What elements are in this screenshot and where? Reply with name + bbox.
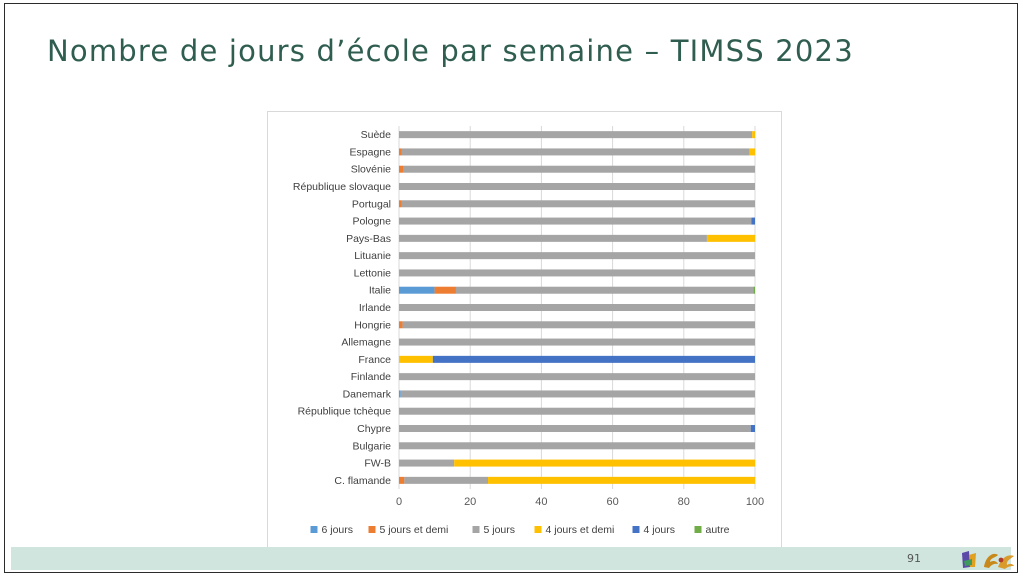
legend-swatch xyxy=(310,526,318,533)
bar-segment xyxy=(399,131,753,139)
category-label: France xyxy=(358,354,391,366)
bar-segment xyxy=(399,476,405,484)
bar-segment xyxy=(399,217,752,225)
bar-segment xyxy=(399,252,755,260)
bar-segment xyxy=(401,200,755,208)
bar-segment xyxy=(399,304,755,311)
category-label: République tchèque xyxy=(298,406,392,418)
bar-segment xyxy=(750,425,755,432)
category-label: Suède xyxy=(361,129,392,141)
stacked-bar-chart: 0 20 40 60 80 100 Suède Espagne Slovénie Républiq… xyxy=(293,126,764,536)
bar-segment xyxy=(751,217,755,225)
bar-segment xyxy=(455,286,754,294)
bar-segment xyxy=(399,355,433,363)
bar-segment xyxy=(399,269,755,277)
bar-segment xyxy=(399,442,755,450)
bar-segment xyxy=(488,476,755,484)
legend-swatch xyxy=(534,526,542,533)
legend-label: 5 jours xyxy=(484,524,516,536)
category-label: Portugal xyxy=(352,198,391,210)
bar-segment xyxy=(399,200,402,208)
category-label: Pays-Bas xyxy=(346,233,391,245)
legend-swatch xyxy=(694,526,702,533)
bar-segment xyxy=(401,148,750,156)
legend-label: 4 jours xyxy=(644,524,676,536)
footer-band xyxy=(11,547,1011,570)
bar-segment xyxy=(402,321,755,329)
slide-title: Nombre de jours d’école par semaine – TI… xyxy=(47,34,854,68)
bar-segment xyxy=(399,148,402,156)
bar-segment xyxy=(404,476,488,484)
bar-segment xyxy=(400,390,755,398)
x-tick-label: 100 xyxy=(746,496,764,508)
bar-segment xyxy=(403,165,755,173)
federation-logo-icon xyxy=(962,551,1014,569)
category-label: Pologne xyxy=(352,216,391,228)
category-label: C. flamande xyxy=(334,475,391,487)
bar-segment xyxy=(399,183,755,190)
bar-segment xyxy=(752,131,755,139)
bar-segment xyxy=(399,286,435,294)
legend-swatch xyxy=(632,526,640,533)
bar-segment xyxy=(399,373,755,381)
category-label: Italie xyxy=(369,285,391,297)
slide: Nombre de jours d’école par semaine – TI… xyxy=(4,3,1018,573)
x-tick-label: 40 xyxy=(535,496,547,508)
bar-segment xyxy=(706,234,755,242)
legend-label: 4 jours et demi xyxy=(546,524,615,536)
legend-label: 5 jours et demi xyxy=(380,524,449,536)
bar-segment xyxy=(454,459,755,467)
category-label: Espagne xyxy=(350,146,392,158)
bar-segment xyxy=(399,390,401,398)
bar-segment xyxy=(432,355,755,363)
legend-swatch xyxy=(472,526,480,533)
bar-segment xyxy=(434,286,456,294)
category-label: FW-B xyxy=(364,458,391,470)
legend-swatch xyxy=(368,526,376,533)
category-label: Danemark xyxy=(343,388,392,400)
x-tick-label: 80 xyxy=(678,496,690,508)
bar-segment xyxy=(753,286,755,294)
bar-segment xyxy=(399,407,755,415)
category-label: République slovaque xyxy=(293,181,391,193)
x-tick-label: 60 xyxy=(606,496,618,508)
category-label: Hongrie xyxy=(354,319,391,331)
legend-label: autre xyxy=(706,524,730,536)
page-number: 91 xyxy=(907,552,921,565)
category-label: Irlande xyxy=(359,302,391,314)
chart-container: 0 20 40 60 80 100 Suède Espagne Slovénie Républiq… xyxy=(267,111,782,551)
bar-segment xyxy=(399,165,404,173)
bar-segment xyxy=(399,338,755,346)
bar-segment xyxy=(399,459,455,467)
category-label: Allemagne xyxy=(341,337,391,349)
bar-segment xyxy=(749,148,755,156)
bar-segment xyxy=(399,234,707,242)
category-label: Slovénie xyxy=(351,164,391,176)
category-label: Lettonie xyxy=(354,267,392,279)
bar-segment xyxy=(399,321,403,329)
category-label: Bulgarie xyxy=(352,440,391,452)
category-label: Chypre xyxy=(357,423,391,435)
x-tick-label: 0 xyxy=(396,496,402,508)
bar-segment xyxy=(399,425,751,432)
x-tick-label: 20 xyxy=(464,496,476,508)
category-label: Lituanie xyxy=(354,250,391,262)
category-label: Finlande xyxy=(351,371,391,383)
legend-label: 6 jours xyxy=(322,524,354,536)
